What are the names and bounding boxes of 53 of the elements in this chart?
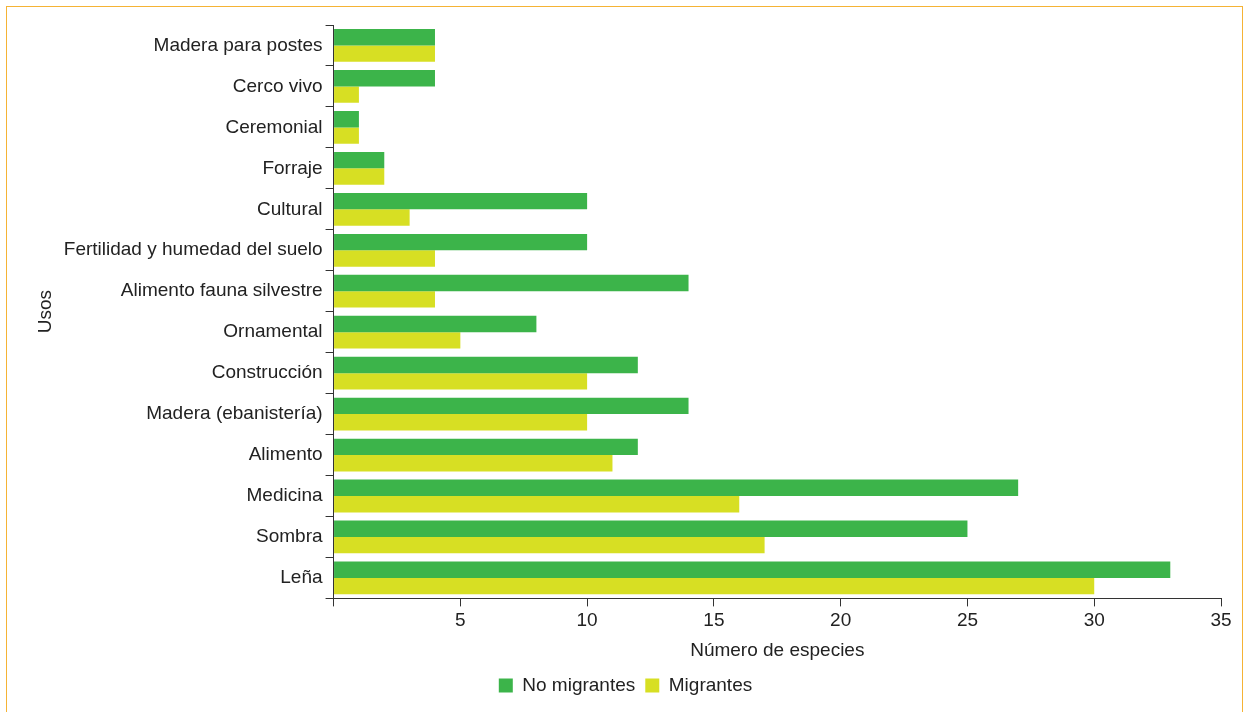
bar	[334, 45, 435, 62]
x-tick-label: 15	[703, 609, 725, 631]
legend-label: Migrantes	[668, 673, 753, 695]
bar	[334, 233, 588, 251]
y-tick-label: Fertilidad y humedad del suelo	[63, 238, 323, 260]
bar	[334, 151, 385, 169]
bar	[334, 332, 461, 349]
bar	[334, 291, 435, 308]
y-tick-label: Madera (ebanistería)	[146, 402, 323, 424]
bar	[334, 356, 638, 374]
bar	[334, 29, 435, 46]
bar	[334, 209, 410, 226]
bar	[334, 70, 435, 87]
y-tick-label: Sombra	[256, 525, 323, 547]
bar	[334, 250, 435, 267]
bar	[334, 479, 1019, 497]
x-tick-label: 5	[455, 609, 466, 631]
y-tick-label: Ornamental	[223, 320, 323, 342]
x-tick-label: 35	[1210, 609, 1232, 631]
y-axis-title: Usos	[33, 290, 55, 334]
bar	[334, 86, 359, 103]
bar	[334, 536, 765, 554]
y-tick-label: Alimento fauna silvestre	[120, 279, 323, 301]
y-tick-label: Construcción	[211, 361, 323, 383]
x-axis-title: Número de especies	[690, 638, 865, 660]
legend-label: No migrantes	[522, 673, 636, 695]
x-tick-label: 30	[1083, 609, 1105, 631]
y-tick-label: Leña	[280, 566, 323, 588]
x-tick-label: 25	[956, 609, 979, 631]
bar	[334, 192, 588, 210]
bar	[334, 315, 537, 333]
y-tick-label: Forraje	[262, 156, 323, 178]
bar	[334, 561, 1171, 578]
bar	[334, 496, 740, 513]
bar	[334, 127, 359, 144]
y-tick-label: Cultural	[257, 197, 323, 219]
bar	[334, 373, 588, 390]
x-tick-label: 10	[576, 609, 598, 631]
y-tick-label: Medicina	[246, 484, 323, 506]
bar	[334, 397, 689, 415]
bar	[334, 414, 588, 431]
x-tick-label: 20	[830, 609, 852, 631]
bar	[334, 274, 689, 292]
y-tick-label: Madera para postes	[153, 33, 323, 55]
y-tick-label: Alimento	[248, 443, 323, 465]
bar	[334, 520, 968, 537]
bar	[334, 168, 385, 185]
y-tick-label: Ceremonial	[225, 115, 323, 137]
bar	[334, 111, 359, 128]
bar	[334, 577, 1095, 595]
y-tick-label: Cerco vivo	[232, 74, 323, 96]
bar	[334, 438, 638, 456]
bar	[334, 455, 613, 472]
